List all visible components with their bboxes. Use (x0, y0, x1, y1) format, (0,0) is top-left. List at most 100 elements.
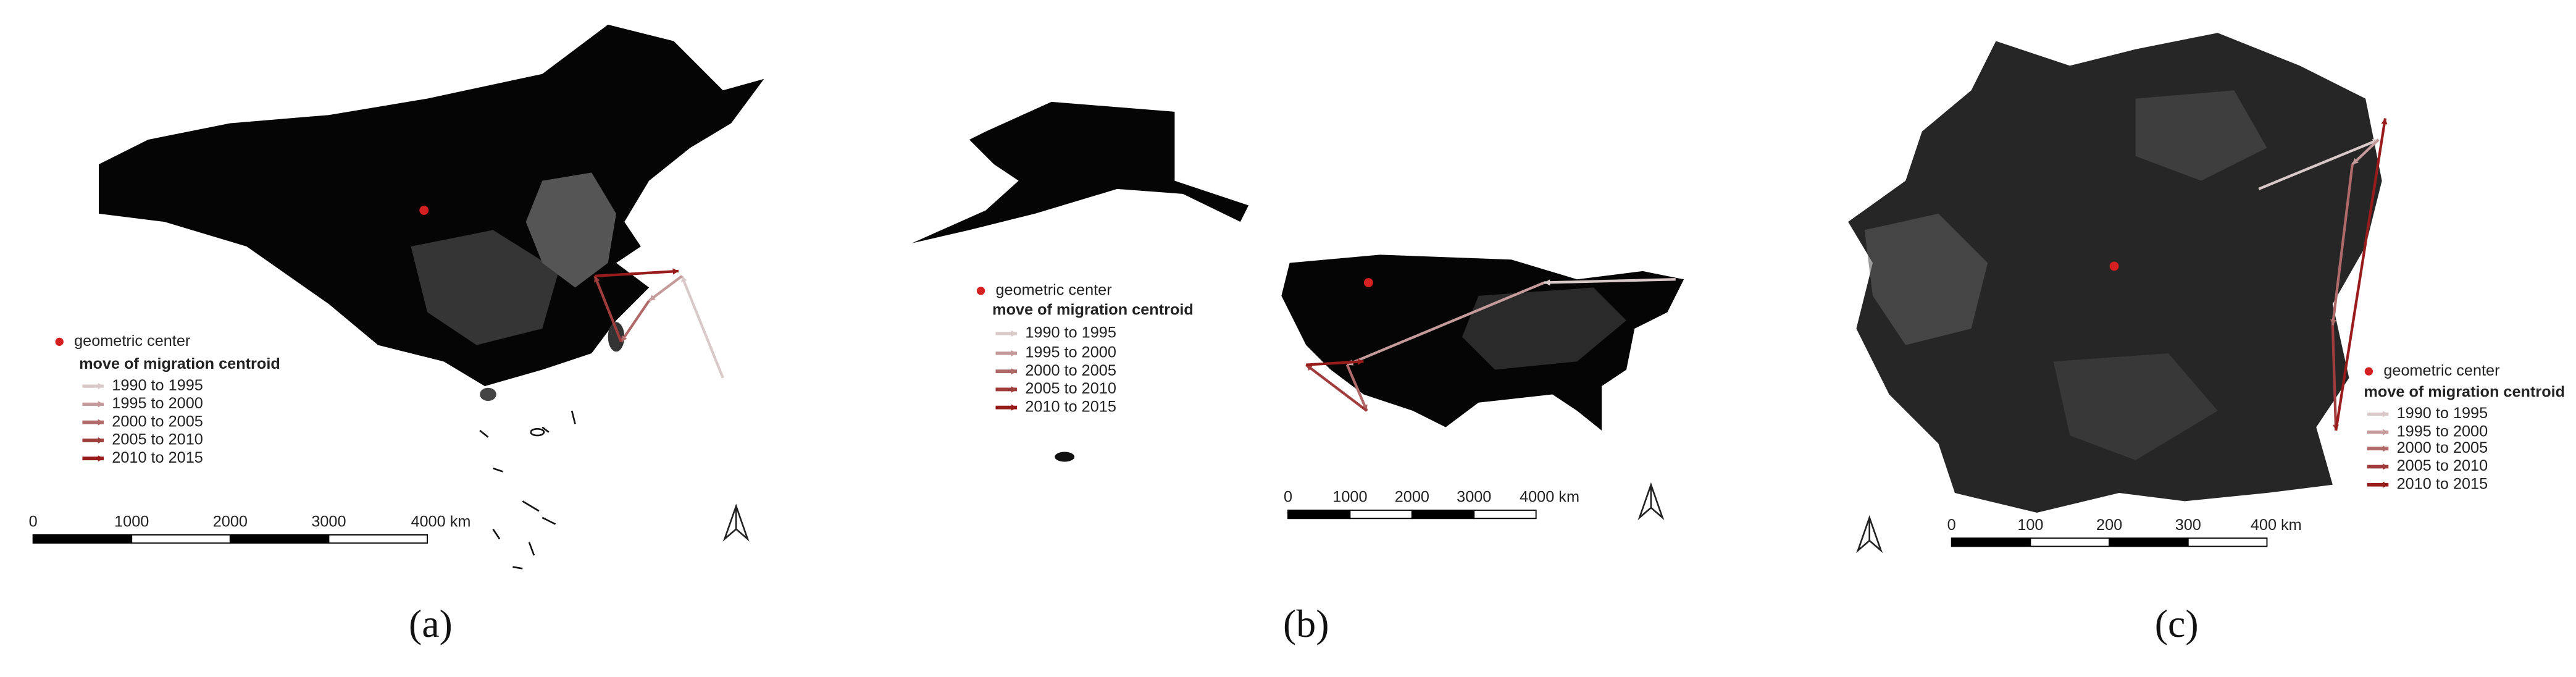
arrow-shaft (2331, 164, 2354, 326)
scale-segment (131, 534, 231, 544)
legend-entry: 1995 to 2000 (2397, 423, 2488, 440)
map-germany (1848, 33, 2382, 513)
arrow-shaft (680, 275, 724, 379)
legend-dot (55, 337, 64, 346)
scale-label: 100 (2017, 516, 2043, 534)
scale-segment (1951, 537, 2031, 547)
scale-segment (2030, 537, 2110, 547)
geometric-center (1363, 278, 1373, 288)
arrow-head (98, 419, 104, 426)
map-china (99, 24, 764, 570)
panel-label: (a) (409, 602, 453, 645)
scale-segment (1287, 510, 1351, 519)
arrow-head (2382, 411, 2389, 418)
scale-label: 2000 (213, 513, 248, 531)
scale-segment (1349, 510, 1413, 519)
arrow-head (1306, 364, 1313, 371)
scale-label: 1000 (114, 513, 149, 531)
arrow-head (1011, 330, 1018, 337)
arrow-head (2382, 445, 2389, 452)
arrow-shaft (1346, 281, 1545, 366)
legend-entry: 2000 to 2005 (112, 413, 203, 430)
overlay: (a) geometric center move of migration cen… (29, 118, 2565, 645)
north-arrow (1637, 482, 1665, 521)
scale-label: 3000 (1457, 489, 1491, 506)
arrow-head (98, 455, 104, 462)
legend-dot (976, 287, 985, 295)
legend-entry: 1990 to 1995 (2397, 405, 2488, 422)
legend-entry: 2000 to 2005 (1025, 362, 1116, 379)
arrow-shaft (593, 275, 622, 343)
scale-segment (328, 534, 428, 544)
legend-dot (2364, 367, 2373, 376)
arrow-shaft (2351, 138, 2380, 166)
scale-label: 0 (1284, 489, 1292, 506)
legend-entry: 1995 to 2000 (112, 395, 203, 412)
north-arrow (1856, 515, 1883, 553)
scale-label: 1000 (1332, 489, 1367, 506)
arrow-head (2382, 463, 2389, 470)
arrow-head (1544, 279, 1550, 286)
arrow-shaft (595, 269, 679, 278)
arrow-head (681, 275, 687, 283)
arrow-shaft (1544, 278, 1676, 284)
scale-segment (2109, 537, 2189, 547)
scale-segment (1473, 510, 1537, 519)
scale-label: 300 (2175, 516, 2201, 534)
scale-label: 4000 km (1520, 489, 1579, 506)
legend-title: move of migration centroid (992, 301, 1194, 318)
legend-entry: 2005 to 2010 (112, 431, 203, 448)
arrow-head (2381, 118, 2388, 125)
legend-entry: 1995 to 2000 (1025, 344, 1116, 361)
arrow-shaft (2331, 325, 2338, 431)
legend-entry: 2005 to 2010 (1025, 380, 1116, 397)
geometric-center (2109, 261, 2119, 271)
scale-label: 0 (29, 513, 38, 531)
arrow-head (2382, 429, 2389, 435)
legend-center: geometric center (2383, 362, 2499, 379)
arrow-head (2352, 158, 2359, 165)
panel-label: (c) (2155, 602, 2199, 645)
arrow-head (672, 268, 679, 275)
arrow-head (2382, 481, 2389, 488)
arrow-shaft (648, 275, 683, 302)
arrow-shaft (1345, 364, 1368, 411)
scale-label: 200 (2096, 516, 2122, 534)
arrow-shaft (2258, 138, 2380, 190)
arrow-head (1011, 386, 1018, 393)
arrow-shaft (2335, 118, 2387, 431)
legend-title: move of migration centroid (79, 355, 280, 372)
scale-segment (1411, 510, 1475, 519)
legend-entry: 1990 to 1995 (1025, 324, 1116, 342)
scale-segment (2187, 537, 2268, 547)
arrow-head (594, 275, 600, 283)
legend-entry: 2005 to 2010 (2397, 457, 2488, 474)
arrow-head (98, 383, 104, 390)
arrow-head (98, 401, 104, 408)
legend-entry: 2010 to 2015 (1025, 398, 1116, 415)
legend-entry: 2000 to 2005 (2397, 439, 2488, 456)
arrow-shaft (1305, 363, 1368, 412)
arrow-head (1011, 350, 1018, 357)
scale-label: 3000 (311, 513, 346, 531)
arrow-head (649, 295, 656, 301)
scale-segment (32, 534, 133, 544)
panel-label: (b) (1283, 602, 1329, 645)
arrow-head (1011, 368, 1018, 375)
legend-title: move of migration centroid (2364, 383, 2565, 400)
scale-label: 0 (1947, 516, 1956, 534)
geometric-center (419, 206, 429, 215)
arrow-shaft (1306, 360, 1364, 366)
scale-label: 2000 (1395, 489, 1429, 506)
legend-center: geometric center (995, 282, 1111, 299)
arrow-head (1011, 404, 1018, 411)
scale-label: 4000 km (411, 513, 470, 531)
legend-entry: 1990 to 1995 (112, 377, 203, 394)
arrow-head (1357, 358, 1364, 365)
scale-segment (229, 534, 330, 544)
scale-label: 400 km (2251, 516, 2302, 534)
legend-entry: 2010 to 2015 (112, 449, 203, 466)
arrow-head (621, 335, 627, 342)
arrow-head (98, 437, 104, 444)
